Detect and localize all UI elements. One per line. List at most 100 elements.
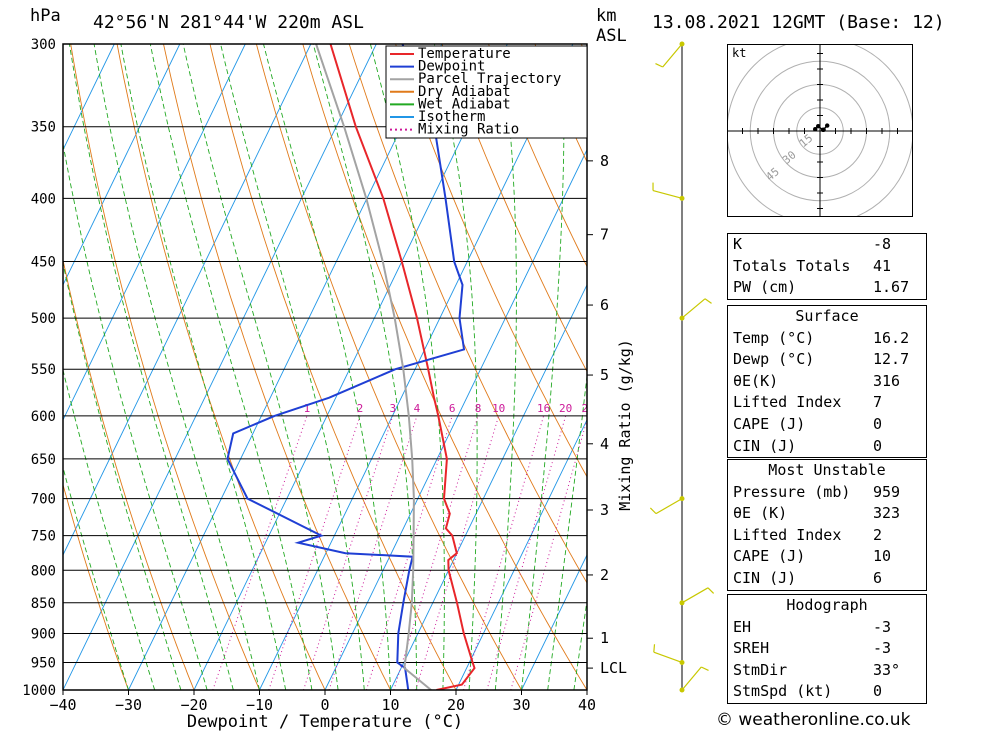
isotherm-line (521, 553, 587, 690)
isotherm-line (63, 44, 115, 151)
wind-level-dot (679, 315, 685, 321)
pressure-tick-label: 650 (31, 452, 56, 468)
dry-adiabat-line (953, 44, 1000, 690)
index-label: Totals Totals (733, 256, 851, 275)
surface-value: 316 (873, 371, 901, 390)
x-tick-label: 40 (578, 696, 596, 714)
hodograph-ring-label: 30 (780, 148, 799, 166)
mu-label: Lifted Index (733, 525, 842, 544)
mixing-ratio-line (268, 415, 361, 690)
km-tick-label: 1 (600, 629, 609, 647)
surface-label: Lifted Index (733, 393, 842, 412)
asl-unit-label: ASL (596, 26, 627, 46)
pressure-tick-label: 500 (31, 311, 56, 327)
x-tick-label: 0 (320, 696, 329, 714)
surface-value: 0 (873, 436, 883, 455)
wet-adiabat-line (369, 44, 445, 690)
legend-item-label: Parcel Trajectory (418, 71, 561, 87)
isotherm-line (63, 44, 377, 690)
wet-adiabat-line (220, 44, 365, 690)
wind-level-dot (679, 41, 685, 47)
surface-value: 16.2 (873, 328, 910, 347)
index-value: 1.67 (873, 278, 910, 297)
wind-barb (655, 498, 683, 515)
wind-barb (681, 298, 706, 319)
surface-title: Surface (795, 307, 859, 325)
legend-item-label: Mixing Ratio (418, 122, 519, 138)
mu-value: 6 (873, 568, 883, 587)
dry-adiabat-line (70, 44, 260, 690)
dewpoint-line (226, 44, 466, 690)
mu-label: CIN (J) (733, 568, 797, 587)
x-tick-label: −40 (49, 696, 76, 714)
wind-barb-flag (655, 63, 663, 68)
pressure-tick-label: 450 (31, 255, 56, 271)
mixing-ratio-label: 4 (414, 402, 421, 415)
hodograph-ring-label: 15 (797, 132, 816, 150)
hodo-label: EH (733, 617, 752, 636)
km-tick-label: 7 (600, 226, 609, 244)
isotherm-line (63, 44, 312, 556)
wet-adiabat-line (149, 44, 313, 690)
mixing-ratio-label: 3 (389, 402, 396, 415)
x-tick-label: 10 (381, 696, 399, 714)
pressure-tick-label: 700 (31, 492, 56, 508)
x-axis-label: Dewpoint / Temperature (°C) (187, 712, 463, 732)
wind-level-dot (679, 600, 685, 606)
wind-level-dot (679, 659, 685, 665)
surface-label: CIN (J) (733, 436, 797, 455)
mu-label: θE (K) (733, 504, 788, 523)
pressure-tick-label: 550 (31, 362, 56, 378)
km-tick-label: 8 (600, 152, 609, 170)
sounding-datetime: 13.08.2021 12GMT (Base: 12) (652, 12, 945, 33)
legend-item-label: Temperature (418, 46, 511, 62)
legend-item-label: Dry Adiabat (418, 84, 511, 100)
mu-value: 2 (873, 525, 883, 544)
wind-level-dot (679, 496, 685, 502)
index-label: K (733, 235, 743, 253)
surface-value: 0 (873, 414, 883, 433)
wet-adiabat-line (93, 44, 260, 690)
isotherm-line (259, 44, 574, 690)
hodo-value: 33° (873, 660, 901, 679)
dry-adiabat-line (116, 44, 326, 690)
pressure-tick-label: 400 (31, 191, 56, 207)
wet-adiabat-line (312, 44, 418, 690)
mixing-ratio-label: 6 (449, 402, 456, 415)
mixing-ratio-label: 16 (537, 402, 550, 415)
wind-barb (652, 190, 683, 199)
index-row-pw: PW (cm) 1.67 (728, 277, 926, 299)
surface-label: Dewp (°C) (733, 350, 815, 369)
hodograph-point (825, 123, 830, 128)
credit-link[interactable]: © weatheronline.co.uk (716, 710, 911, 730)
x-tick-label: −30 (115, 696, 142, 714)
mixing-ratio-label: 10 (492, 402, 505, 415)
wet-adiabat-line (573, 597, 587, 690)
dry-adiabat-line (163, 44, 391, 690)
pressure-tick-label: 1000 (22, 683, 56, 699)
hodograph-point (813, 127, 818, 132)
wet-adiabat-line (433, 44, 478, 690)
pressure-tick-label: 350 (31, 120, 56, 136)
hodograph-unit-label: kt (732, 46, 746, 60)
mu-label: Pressure (mb) (733, 482, 851, 501)
wind-barb-flag (707, 587, 715, 594)
x-tick-label: −10 (246, 696, 273, 714)
plot-frame (62, 43, 588, 691)
legend-box (385, 45, 588, 139)
mixing-ratio-line (212, 415, 308, 690)
mixing-ratio-label: 1 (304, 402, 311, 415)
hodograph-panel: kt 15 30 45 (726, 37, 914, 225)
km-tick-label: 3 (600, 501, 609, 519)
wind-level-dot (679, 195, 685, 201)
hodograph-table-title: Hodograph (786, 596, 868, 614)
wet-adiabat-line (68, 44, 234, 690)
km-tick-label: 5 (600, 366, 609, 384)
mu-label: CAPE (J) (733, 547, 806, 566)
wet-adiabat-line (63, 465, 129, 690)
hodo-label: SREH (733, 639, 770, 658)
wind-barb-flag (649, 507, 657, 515)
x-tick-label: −20 (180, 696, 207, 714)
